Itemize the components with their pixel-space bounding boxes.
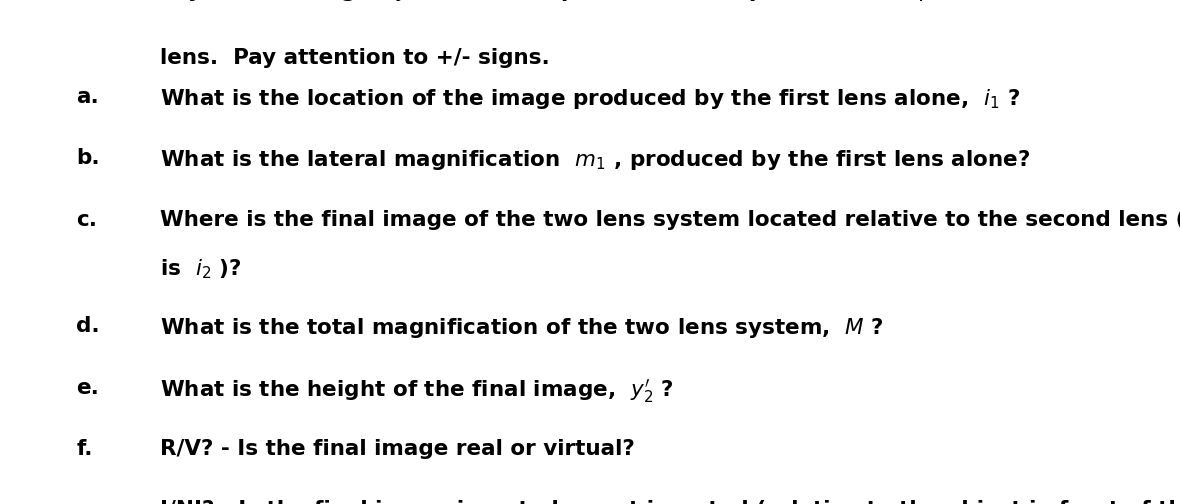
Text: R/V? - Is the final image real or virtual?: R/V? - Is the final image real or virtua… bbox=[159, 438, 635, 459]
Text: What is the total magnification of the two lens system,  $M$ ?: What is the total magnification of the t… bbox=[159, 317, 884, 341]
Text: What is the height of the final image,  $y_2'$ ?: What is the height of the final image, $… bbox=[159, 377, 674, 405]
Text: is  $i_2$ )?: is $i_2$ )? bbox=[159, 257, 242, 281]
Text: f.: f. bbox=[77, 438, 93, 459]
Text: I/NI? - Is the final image inverted or not inverted (relative to the object in f: I/NI? - Is the final image inverted or n… bbox=[159, 500, 1180, 504]
Text: Where is the final image of the two lens system located relative to the second l: Where is the final image of the two lens… bbox=[159, 210, 1180, 229]
Text: a.: a. bbox=[77, 87, 99, 107]
Text: b.: b. bbox=[77, 149, 100, 168]
Text: c.: c. bbox=[77, 210, 98, 229]
Text: d.: d. bbox=[77, 317, 100, 337]
Text: What is the lateral magnification  $m_1$ , produced by the first lens alone?: What is the lateral magnification $m_1$ … bbox=[159, 149, 1030, 172]
Text: lens.  Pay attention to +/- signs.: lens. Pay attention to +/- signs. bbox=[159, 48, 550, 69]
Text: g.: g. bbox=[77, 500, 100, 504]
Text: object with height  $y = 4.20\,cm$  is placed on the optical axis at  $p_1 = 18.: object with height $y = 4.20\,cm$ is pla… bbox=[159, 0, 1180, 3]
Text: e.: e. bbox=[77, 377, 99, 398]
Text: What is the location of the image produced by the first lens alone,  $i_1$ ?: What is the location of the image produc… bbox=[159, 87, 1020, 111]
